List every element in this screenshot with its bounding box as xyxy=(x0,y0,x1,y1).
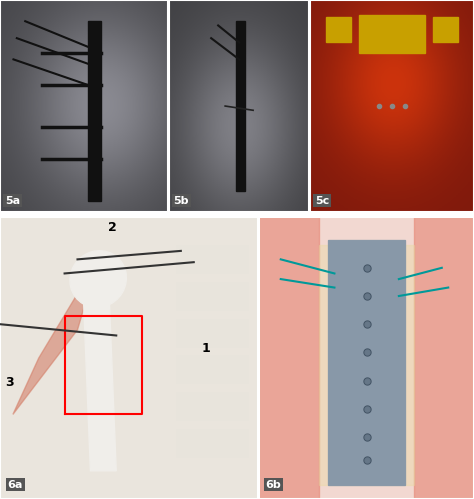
Polygon shape xyxy=(13,259,98,414)
Text: 5c: 5c xyxy=(315,196,329,206)
Bar xyxy=(176,429,248,457)
Bar xyxy=(176,246,248,273)
Bar xyxy=(433,17,457,42)
Bar xyxy=(176,392,248,420)
Text: 3: 3 xyxy=(5,376,14,389)
Bar xyxy=(327,17,351,42)
Bar xyxy=(328,240,405,485)
Text: 5b: 5b xyxy=(173,196,189,206)
Bar xyxy=(176,318,248,347)
Polygon shape xyxy=(259,217,319,499)
Text: 5a: 5a xyxy=(5,196,20,206)
Polygon shape xyxy=(319,246,414,485)
Polygon shape xyxy=(82,279,116,471)
Bar xyxy=(176,282,248,310)
Bar xyxy=(237,21,245,191)
Bar xyxy=(359,15,425,53)
Polygon shape xyxy=(328,240,405,485)
Bar xyxy=(176,355,248,383)
Ellipse shape xyxy=(70,250,127,307)
Text: 2: 2 xyxy=(109,221,117,234)
Bar xyxy=(88,21,101,202)
Text: 1: 1 xyxy=(201,342,210,355)
Polygon shape xyxy=(414,217,474,499)
Text: 6b: 6b xyxy=(266,480,282,490)
Text: 6a: 6a xyxy=(8,480,23,490)
